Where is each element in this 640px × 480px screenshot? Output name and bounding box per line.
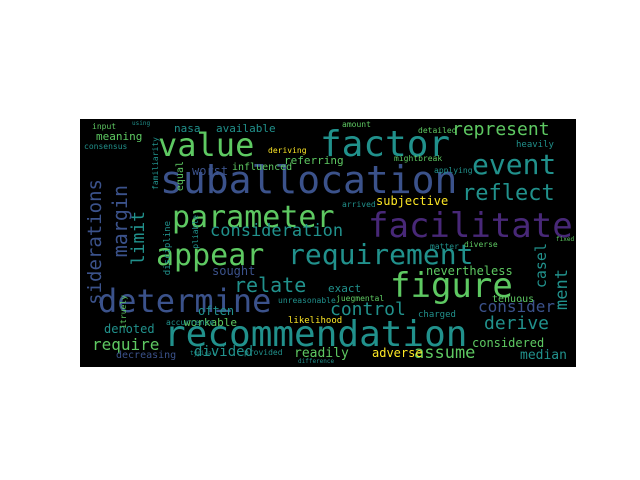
word-siderations: siderations [84,179,106,305]
word-amount: amount [342,120,371,129]
word-available: available [216,122,276,135]
word-considered: considered [472,336,545,350]
word-represent: represent [452,119,550,140]
word-median: median [520,348,567,363]
word-discipline: discipline [163,221,173,276]
word-arrived: arrived [342,200,376,209]
word-matter: matter [430,242,459,251]
word-event: event [472,148,557,181]
word-divided: divided [194,344,254,360]
word-applying: applying [434,166,473,175]
word-familiarity: familiarity [151,137,160,190]
word-nasa: nasa [174,122,201,135]
word-unreasonable: unreasonable [278,296,336,305]
word-facilitate: facilitate [368,206,573,246]
word-requirement: requirement [288,238,474,271]
word-require: require [92,335,160,354]
word-worst: worst [192,164,229,178]
word-margin: margin [108,185,132,258]
word-consideration: consideration [210,221,344,241]
word-value: value [158,126,255,164]
word-factor: factor [320,124,451,165]
word-heavily: heavily [516,140,554,150]
word-influenced: influenced [232,162,293,173]
word-nevertheless: nevertheless [426,264,513,278]
word-accurrence: accurrence [166,318,215,327]
word-appear: appear [156,238,265,273]
word-subjective: subjective [376,194,449,208]
word-readily: readily [294,346,349,361]
word-adverse: adverse [372,346,423,360]
word-equal: equal [175,161,186,192]
word-ment: ment [552,269,572,310]
word-provided: provided [244,348,283,357]
word-sought: sought [212,264,256,278]
word-suballocation: suballocation [160,158,458,202]
word-deriving: deriving [268,146,307,155]
word-consider: consider [478,297,556,316]
word-mightbreak: mightbreak [394,154,443,163]
word-denoted: denoted [104,322,155,336]
word-parameter: parameter [172,200,335,235]
word-charged: charged [418,310,456,320]
word-referring: referring [284,154,344,167]
word-decreasing: decreasing [116,350,177,361]
word-tenuous: tenuous [492,294,535,305]
word-typical: typical [190,350,216,357]
word-reflect: reflect [462,181,555,206]
word-assume: assume [414,343,476,363]
word-meaning: meaning [96,130,143,143]
word-using: using [132,120,151,127]
word-relate: relate [234,273,307,297]
word-pliable: pliable [191,215,200,249]
word-determine: determine [98,282,272,320]
word-consensus: consensus [84,142,128,151]
word-likelihood: likelihood [288,316,343,326]
word-derive: derive [484,313,550,334]
word-exact: exact [328,282,362,295]
word-diverse: diverse [464,240,498,249]
word-limit: limit [128,211,149,266]
word-casel: casel [532,243,550,289]
word-figure: figure [390,266,513,306]
word-difference: difference [298,358,335,365]
word-cloud: suballocation recommendation determine p… [80,119,576,367]
word-workable: workable [184,316,237,329]
word-input: input [92,122,117,131]
word-itruely: itruely [119,295,128,329]
word-control: control [330,299,406,320]
word-detailed: detailed [418,126,457,135]
word-recommendation: recommendation [164,314,468,355]
word-juegmental: juegmental [336,294,385,303]
word-fixed: fixed [556,236,575,243]
word-often: often [198,304,235,318]
